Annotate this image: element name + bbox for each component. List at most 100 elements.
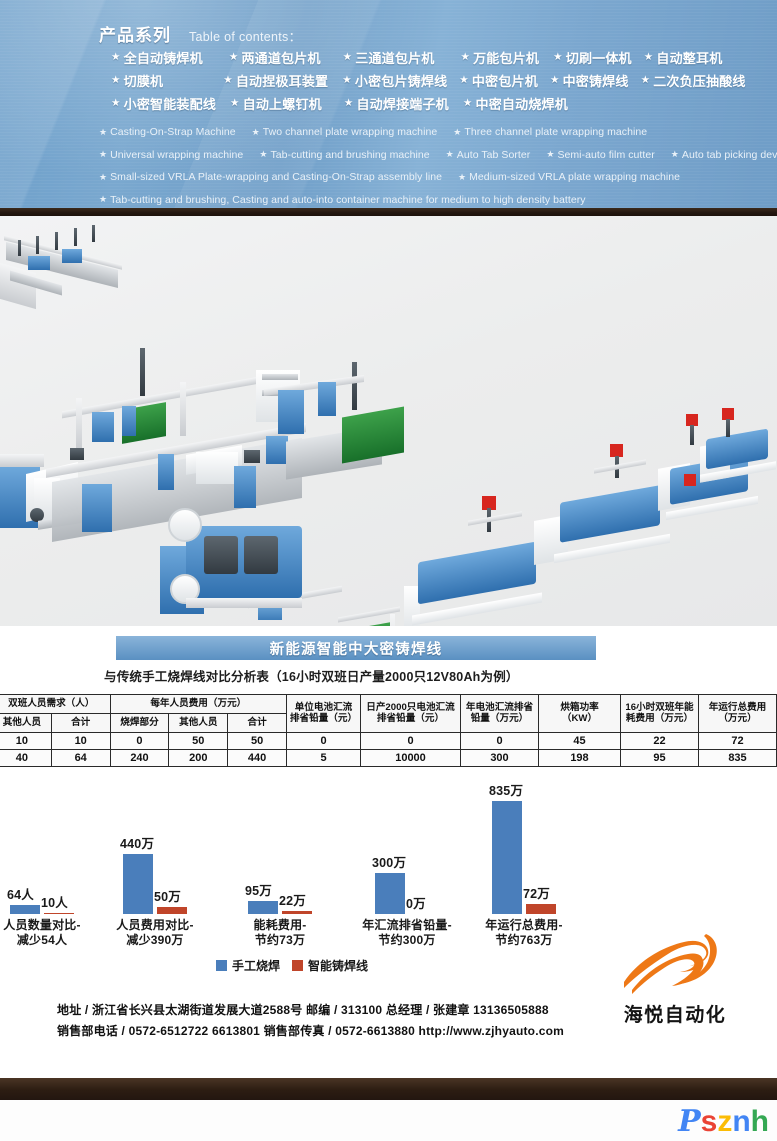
star-icon: ★ [342,51,353,64]
product-item-en[interactable]: ★ Semi-auto film cutter [546,149,654,161]
table-group-header: 单位电池汇流 排省铅量（元） [286,694,361,733]
table-group-header: 年电池汇流排省 铅量（万元） [460,694,539,733]
company-name: 海悦自动化 [623,1005,727,1026]
legend-item[interactable]: 智能铸焊线 [292,957,368,974]
product-item-en[interactable]: ★ Auto Tab Sorter [446,149,531,161]
chinese-product-row: ★ 切膜机 ★ 自动捏极耳装置 ★ 小密包片铸焊线 ★ 中密包片机 ★ 中密铸焊线 ★ 二次负压抽酸线 [99,69,769,92]
bar-value-label: 95万 [245,884,273,898]
product-item[interactable]: ★ 三通道包片机 [343,48,435,67]
bar-intelligent [282,911,312,914]
table-cell: 10000 [360,749,461,767]
table-group-header: 16小时双班年能 耗费用（万元） [620,694,699,733]
bottom-margin [0,1100,777,1141]
bar-value-label: 50万 [154,890,182,904]
product-item[interactable]: ★ 自动上螺钉机 [230,94,322,113]
table-row: 10 10 0 50 50 0 0 0 45 22 72 [0,732,777,750]
star-icon: ★ [640,74,651,87]
product-item-en-label: Casting-On-Strap Machine [110,126,236,139]
table-body: 10 10 0 50 50 0 0 0 45 22 72 40 64 240 200 440 5 10000 300… [0,732,777,767]
product-item[interactable]: ★ 切膜机 [111,71,163,90]
product-item-en[interactable]: ★ Tab-cutting and brushing machine [259,149,429,161]
star-icon: ★ [553,51,563,64]
company-logo: 海悦自动化 [590,924,760,1034]
product-item[interactable]: ★ 二次负压抽酸线 [641,71,746,90]
product-item[interactable]: ★ 中密铸焊线 [550,71,629,90]
table-cell: 45 [538,732,621,750]
contact-footer: 地址 / 浙江省长兴县太湖街道发展大道2588号 邮编 / 313100 总经理… [57,1000,637,1042]
chinese-product-row: ★ 小密智能装配线 ★ 自动上螺钉机 ★ 自动焊接端子机 ★ 中密自动烧焊机 [99,92,769,115]
footer-line-address: 地址 / 浙江省长兴县太湖街道发展大道2588号 邮编 / 313100 总经理… [57,1003,549,1017]
product-item[interactable]: ★ 小密包片铸焊线 [342,71,447,90]
chart-group: 64人 10人 人员数量对比- 减少54人 [3,796,80,947]
bar-intelligent [526,904,556,914]
table-cell: 95 [620,749,699,767]
product-item-en[interactable]: ★ Small-sized VRLA Plate-wrapping and Cas… [99,171,442,183]
star-icon: ★ [462,97,473,110]
product-item-en-label: Two channel plate wrapping machine [262,126,438,139]
product-item-en[interactable]: ★ Three channel plate wrapping machine [453,126,647,138]
product-item[interactable]: ★ 万能包片机 [460,48,539,67]
watermark-char: s [700,1105,718,1138]
product-item-en-label: Universal wrapping machine [110,148,244,161]
table-cell: 5 [286,749,361,767]
star-icon: ★ [445,149,454,160]
table-group-header: 年运行总费用 （万元） [698,694,777,733]
watermark-char: z [717,1105,733,1138]
star-icon: ★ [111,51,121,64]
table-cell: 300 [460,749,539,767]
product-item-label: 中密铸焊线 [562,74,629,89]
comparison-table-wrap: 双班人员需求（人） 每年人员费用（万元） 单位电池汇流 排省铅量（元） 日产2000只电… [0,694,777,767]
star-icon: ★ [459,74,469,87]
watermark-char: n [732,1105,751,1138]
chart-category-label: 年汇流排省铅量- 节约300万 [362,918,452,948]
product-item-label: 自动焊接端子机 [356,97,449,112]
table-cell: 22 [620,732,699,750]
bar-intelligent [44,913,74,914]
table-cell: 0 [460,732,539,750]
bar-intelligent [157,907,187,914]
product-item-en[interactable]: ★ Universal wrapping machine [99,149,243,161]
table-cell: 198 [538,749,621,767]
english-product-row: ★ Casting-On-Strap Machine ★ Two channel pl… [99,121,769,144]
star-icon: ★ [670,149,679,160]
section-subtitle: 与传统手工烧焊线对比分析表（16小时双班日产量2000只12V80Ah为例） [104,670,519,684]
footer-line-phone: 销售部电话 / 0572-6512722 6613801 销售部传真 / 057… [57,1024,565,1038]
table-row: 40 64 240 200 440 5 10000 300 198 95 835 [0,749,777,767]
table-cell: 10 [0,732,52,750]
product-item-en-label: Three channel plate wrapping machine [464,126,648,139]
product-item[interactable]: ★ 中密自动烧焊机 [463,94,568,113]
product-item[interactable]: ★ 自动焊接端子机 [344,94,449,113]
english-product-row: ★ Tab-cutting and brushing, Casting and a… [99,189,769,212]
star-icon: ★ [343,97,354,110]
section-banner: 新能源智能中大密铸焊线 [116,636,596,660]
product-item-label: 三通道包片机 [355,51,435,66]
star-icon: ★ [460,51,471,64]
chart-group: 835万 72万 年运行总费用- 节约763万 [485,784,562,947]
product-item-en[interactable]: ★ Casting-On-Strap Machine [99,126,236,138]
product-item[interactable]: ★ 自动捏极耳装置 [223,71,328,90]
product-item-en[interactable]: ★ Tab-cutting and brushing, Casting and a… [99,194,586,206]
product-item-en[interactable]: ★Auto tab picking device [671,149,777,161]
legend-item[interactable]: 手工烧焊 [216,957,280,974]
product-item-label: 自动整耳机 [656,51,723,66]
product-item-en-label: Auto Tab Sorter [456,148,531,161]
star-icon: ★ [99,149,108,160]
product-item[interactable]: ★ 两通道包片机 [229,48,321,67]
table-group-header: 每年人员费用（万元） [109,694,288,714]
watermark-char: P [678,1104,701,1139]
product-item-label: 小密智能装配线 [123,97,217,112]
product-item-en[interactable]: ★ Two channel plate wrapping machine [252,126,438,138]
comparison-table: 双班人员需求（人） 每年人员费用（万元） 单位电池汇流 排省铅量（元） 日产2000只电… [0,694,777,767]
product-item[interactable]: ★ 小密智能装配线 [111,94,216,113]
table-sub-header: 烧焊部分 [109,713,170,733]
product-item[interactable]: ★ 中密包片机 [459,71,538,90]
product-item[interactable]: ★ 自动整耳机 [644,48,723,67]
table-cell: 0 [286,732,361,750]
table-sub-header: 合计 [50,713,111,733]
watermark-char: h [750,1105,769,1138]
product-item[interactable]: ★ 切刷一体机 [553,48,632,67]
product-item-en[interactable]: ★ Medium-sized VRLA plate wrapping machin… [458,171,680,183]
bar-value-label: 835万 [489,784,524,798]
product-item[interactable]: ★ 全自动铸焊机 [111,48,203,67]
